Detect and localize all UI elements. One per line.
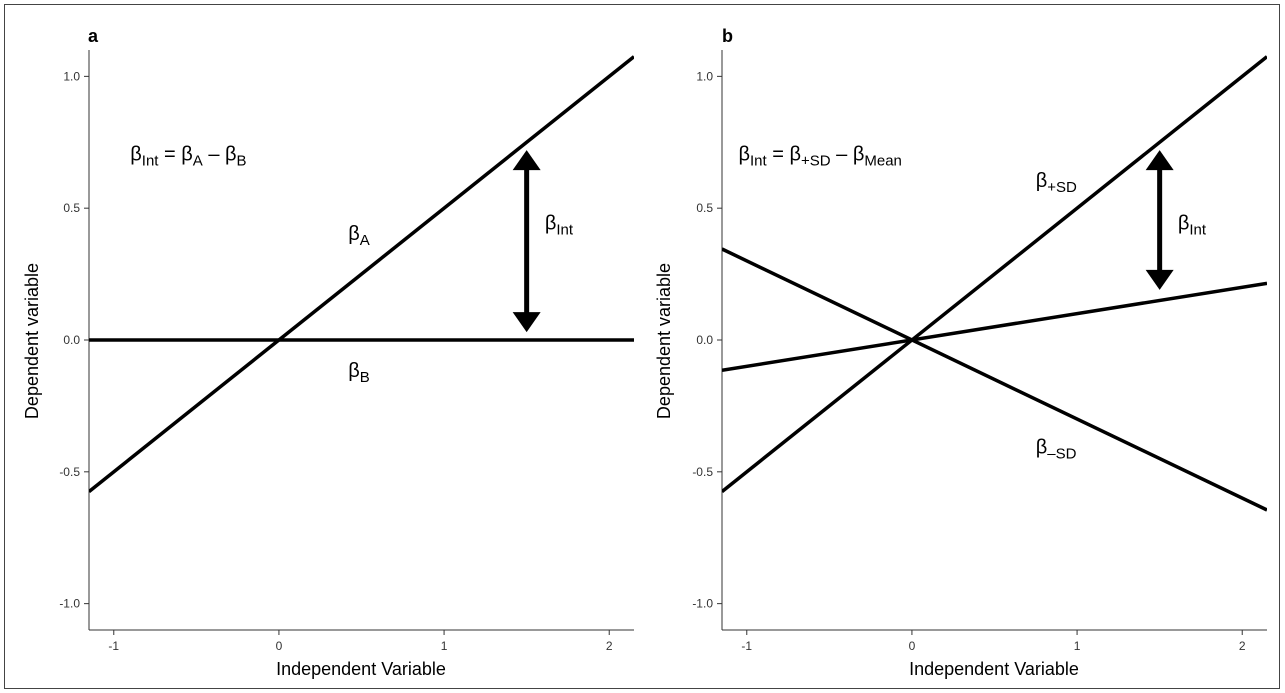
annotation-3: βInt xyxy=(1178,212,1207,238)
y-tick-label: -0.5 xyxy=(692,465,713,479)
annotation-1: βA xyxy=(348,223,370,249)
x-tick-label: 2 xyxy=(1239,639,1246,653)
panel-b: b Independent Variable Dependent variabl… xyxy=(654,26,1267,679)
y-axis-title: Dependent variable xyxy=(654,263,674,419)
y-tick-label: 0.0 xyxy=(696,333,713,347)
annotation-2: βB xyxy=(348,360,370,386)
x-axis-title: Independent Variable xyxy=(276,659,446,679)
figure-frame xyxy=(4,4,1280,689)
x-tick-label: -1 xyxy=(108,639,119,653)
y-tick-label: 1.0 xyxy=(696,69,713,83)
x-tick-label: 0 xyxy=(909,639,916,653)
y-tick-label: -1.0 xyxy=(59,597,80,611)
annotation-1: β+SD xyxy=(1036,170,1077,196)
x-axis-title: Independent Variable xyxy=(909,659,1079,679)
annotation-0: βInt = β+SD – βMean xyxy=(739,144,902,170)
panel-a: a Independent Variable Dependent variabl… xyxy=(22,26,634,679)
arrow-head-down xyxy=(512,312,541,333)
arrow-head-up xyxy=(512,150,541,171)
y-tick-label: 0.0 xyxy=(63,333,80,347)
x-tick-label: -1 xyxy=(741,639,752,653)
panel-label: b xyxy=(722,26,733,46)
series-line-1 xyxy=(722,281,1267,373)
series-line-2 xyxy=(722,247,1267,512)
arrow-head-down xyxy=(1145,269,1174,290)
annotation-3: βInt xyxy=(545,212,574,238)
annotation-0: βInt = βA – βB xyxy=(130,144,246,170)
x-tick-label: 1 xyxy=(441,639,448,653)
x-tick-label: 0 xyxy=(276,639,283,653)
y-tick-label: -1.0 xyxy=(692,597,713,611)
panel-label: a xyxy=(88,26,99,46)
y-axis-title: Dependent variable xyxy=(22,263,42,419)
y-tick-label: 1.0 xyxy=(63,69,80,83)
y-tick-label: 0.5 xyxy=(696,201,713,215)
y-tick-label: -0.5 xyxy=(59,465,80,479)
arrow-head-up xyxy=(1145,150,1174,171)
y-tick-label: 0.5 xyxy=(63,201,80,215)
annotation-2: β–SD xyxy=(1036,436,1077,462)
x-tick-label: 2 xyxy=(606,639,613,653)
series-line-0 xyxy=(89,55,634,493)
series-line-0 xyxy=(722,55,1267,493)
x-tick-label: 1 xyxy=(1074,639,1081,653)
